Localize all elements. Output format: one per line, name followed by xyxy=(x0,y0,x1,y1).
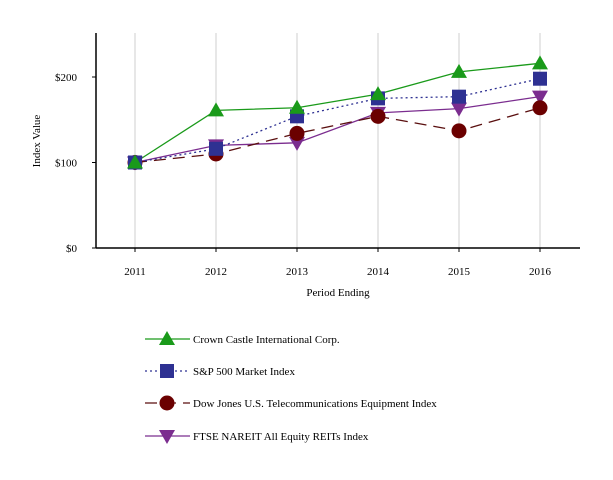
x-tick-label: 2016 xyxy=(529,266,552,278)
series-line-1 xyxy=(134,78,541,164)
y-axis-label: Index Value xyxy=(31,115,43,168)
data-point xyxy=(127,154,143,169)
x-tick-label: 2014 xyxy=(367,266,390,278)
data-point xyxy=(289,136,305,151)
legend: Crown Castle International Corp. S&P 500 … xyxy=(145,331,437,444)
chart-axes xyxy=(95,33,580,249)
y-tick-label: $0 xyxy=(66,243,78,255)
data-point xyxy=(370,108,386,124)
series-line-3 xyxy=(134,96,541,164)
y-tick-label: $100 xyxy=(55,158,78,170)
data-point xyxy=(289,125,305,141)
data-point xyxy=(533,71,547,86)
x-tick-label: 2011 xyxy=(124,266,146,278)
y-tick-label: $200 xyxy=(55,72,78,84)
legend-label-0: Crown Castle International Corp. xyxy=(193,334,340,346)
data-point xyxy=(452,89,466,104)
data-point xyxy=(451,123,467,139)
x-tick-label: 2012 xyxy=(205,266,227,278)
legend-marker-0 xyxy=(159,331,175,345)
x-tick-label: 2013 xyxy=(286,266,309,278)
x-tick-label: 2015 xyxy=(448,266,471,278)
vertical-gridlines xyxy=(134,33,541,248)
x-axis-label: Period Ending xyxy=(306,287,370,299)
data-point xyxy=(289,99,305,114)
data-point xyxy=(532,90,548,105)
data-point xyxy=(532,100,548,116)
legend-label-2: Dow Jones U.S. Telecommunications Equipm… xyxy=(193,398,437,410)
series-line-0 xyxy=(134,62,541,164)
legend-label-1: S&P 500 Market Index xyxy=(193,366,295,378)
data-point xyxy=(532,55,548,70)
data-point xyxy=(370,86,386,101)
data-point xyxy=(451,63,467,78)
x-tick-labels: 2011 2012 2013 2014 2015 2016 xyxy=(124,248,552,278)
y-tick-labels: $0 $100 $200 xyxy=(55,72,96,255)
legend-marker-2 xyxy=(159,395,175,411)
data-point xyxy=(451,102,467,117)
data-point xyxy=(209,141,223,156)
series-layer xyxy=(127,55,548,171)
series-line-2 xyxy=(134,107,541,164)
legend-marker-1 xyxy=(160,364,174,378)
data-point xyxy=(208,102,224,117)
legend-marker-3 xyxy=(159,430,175,444)
legend-label-3: FTSE NAREIT All Equity REITs Index xyxy=(193,431,369,443)
